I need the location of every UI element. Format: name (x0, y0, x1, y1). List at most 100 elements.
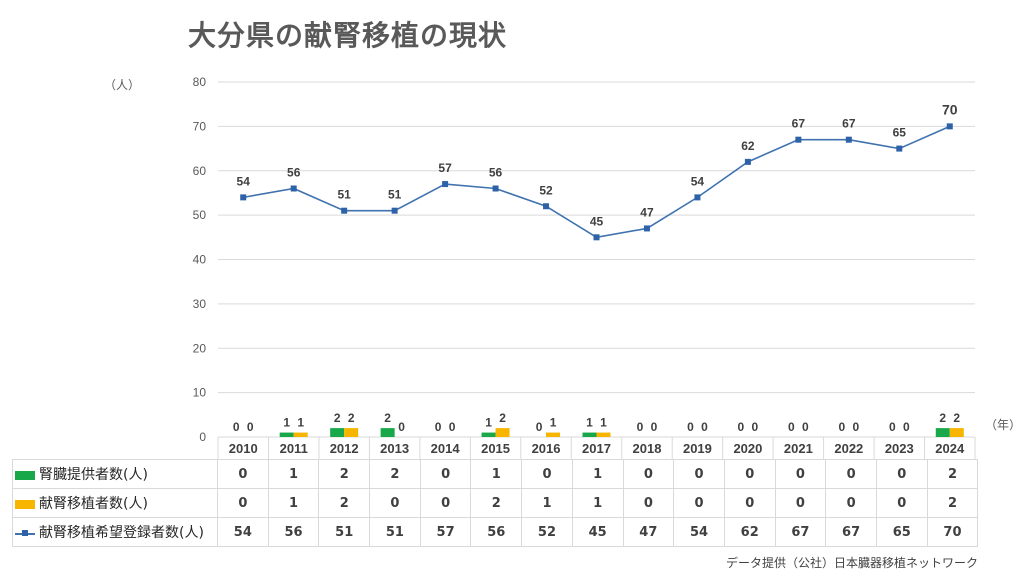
table-cell: 56 (267, 517, 320, 547)
line-point (341, 207, 348, 214)
table-cell: 0 (875, 488, 928, 518)
x-tick-label: 2020 (733, 441, 762, 456)
table-cell: 0 (673, 459, 725, 489)
bar-transplant-label: 2 (499, 411, 506, 425)
y-tick-label: 50 (193, 208, 207, 222)
table-cell: 0 (369, 488, 421, 518)
line-point-label: 67 (842, 117, 856, 131)
line-point (593, 234, 600, 241)
line-point (896, 145, 903, 152)
table-cell: 0 (217, 488, 269, 518)
table-cell: 1 (521, 488, 573, 518)
source-credit: データ提供（公社）日本臓器移植ネットワーク (725, 556, 978, 570)
y-tick-label: 70 (193, 119, 207, 133)
table-cell: 0 (521, 459, 573, 489)
bar-donor (279, 432, 294, 437)
table-cell: 1 (267, 459, 320, 489)
line-point (442, 181, 449, 188)
bar-donor-label: 2 (939, 411, 946, 425)
line-point (391, 207, 398, 214)
bar-transplant-label: 2 (348, 411, 355, 425)
table-cell: 0 (875, 459, 928, 489)
bar-transplant-label: 0 (752, 420, 759, 434)
table-cell: 2 (318, 459, 371, 489)
line-point (240, 194, 247, 201)
bar-transplant (546, 432, 561, 437)
bar-donor-label: 0 (687, 420, 694, 434)
bar-transplant (495, 428, 510, 437)
x-tick-label: 2022 (834, 441, 863, 456)
bar-donor (481, 432, 496, 437)
table-cell: 0 (217, 459, 269, 489)
table-cell: 62 (723, 517, 776, 547)
bar-donor-label: 1 (586, 416, 593, 430)
bar-donor-label: 2 (384, 411, 391, 425)
x-tick-label: 2015 (481, 441, 510, 456)
table-cell: 2 (470, 488, 523, 518)
table-cell: 51 (318, 517, 371, 547)
table-row: 献腎移植希望登録者数(人) 54 56 51 51 57 56 52 45 47 54 62 67 67 6… (12, 517, 979, 547)
x-axis-unit: （年） (985, 418, 1022, 432)
x-tick-label: 2023 (885, 441, 914, 456)
table-cell: 56 (470, 517, 523, 547)
bar-transplant-label: 0 (701, 420, 708, 434)
table-cell: 0 (622, 459, 675, 489)
y-tick-label: 30 (193, 297, 207, 311)
line-point-label: 70 (942, 101, 958, 117)
table-cell: 0 (419, 488, 472, 518)
line-point-label: 65 (893, 126, 907, 140)
line-point-label: 45 (590, 214, 604, 228)
bar-transplant-label: 0 (802, 420, 809, 434)
bar-transplant-label: 1 (550, 416, 557, 430)
x-tick-label: 2010 (229, 441, 258, 456)
bar-donor-label: 1 (283, 416, 290, 430)
table-cell: 47 (622, 517, 675, 547)
table-cell: 2 (369, 459, 421, 489)
bar-transplant-label: 0 (651, 420, 658, 434)
bar-donor-label: 0 (233, 420, 240, 434)
table-cell: 67 (825, 517, 877, 547)
y-tick-label: 0 (199, 430, 206, 444)
bar-transplant (949, 428, 964, 437)
table-cell: 1 (267, 488, 320, 518)
table-cell: 45 (571, 517, 624, 547)
data-table: 腎臓提供者数(人) 0 1 2 2 0 1 0 1 0 0 0 0 0 0 2 献腎移植者数(人) 0 1 2 0 0 2 1… (12, 459, 979, 547)
line-point-label: 54 (691, 174, 705, 188)
table-cell: 0 (419, 459, 472, 489)
bar-donor-label: 1 (485, 416, 492, 430)
bar-transplant (293, 432, 308, 437)
bar-donor-label: 0 (788, 420, 795, 434)
table-cell: 0 (723, 459, 776, 489)
line-point-label: 67 (792, 117, 806, 131)
line-point-label: 56 (287, 166, 301, 180)
line-point (795, 136, 802, 143)
legend-key-icon (15, 529, 35, 538)
line-point-label: 62 (741, 139, 755, 153)
table-cell: 0 (774, 488, 827, 518)
table-cell: 0 (825, 488, 877, 518)
table-cell: 1 (571, 459, 624, 489)
bar-donor-label: 0 (838, 420, 845, 434)
table-cell: 67 (774, 517, 827, 547)
table-row: 腎臓提供者数(人) 0 1 2 2 0 1 0 1 0 0 0 0 0 0 2 (12, 459, 979, 489)
y-tick-label: 20 (193, 341, 207, 355)
line-point-label: 54 (237, 174, 251, 188)
bar-transplant-label: 0 (852, 420, 859, 434)
table-cell: 0 (622, 488, 675, 518)
bar-donor-label: 0 (435, 420, 442, 434)
series-name: 献腎移植希望登録者数(人) (39, 525, 204, 541)
x-tick-label: 2014 (431, 441, 461, 456)
line-point-label: 51 (337, 188, 351, 202)
table-cell: 1 (571, 488, 624, 518)
y-tick-label: 80 (193, 75, 207, 89)
series-name: 献腎移植者数(人) (39, 496, 148, 512)
bar-donor-label: 0 (738, 420, 745, 434)
table-cell: 1 (470, 459, 523, 489)
x-tick-label: 2021 (784, 441, 813, 456)
x-tick-label: 2019 (683, 441, 712, 456)
table-cell: 0 (825, 459, 877, 489)
line-point (946, 123, 953, 130)
bar-transplant-label: 0 (449, 420, 456, 434)
bar-donor (380, 428, 395, 437)
x-tick-label: 2024 (935, 441, 965, 456)
